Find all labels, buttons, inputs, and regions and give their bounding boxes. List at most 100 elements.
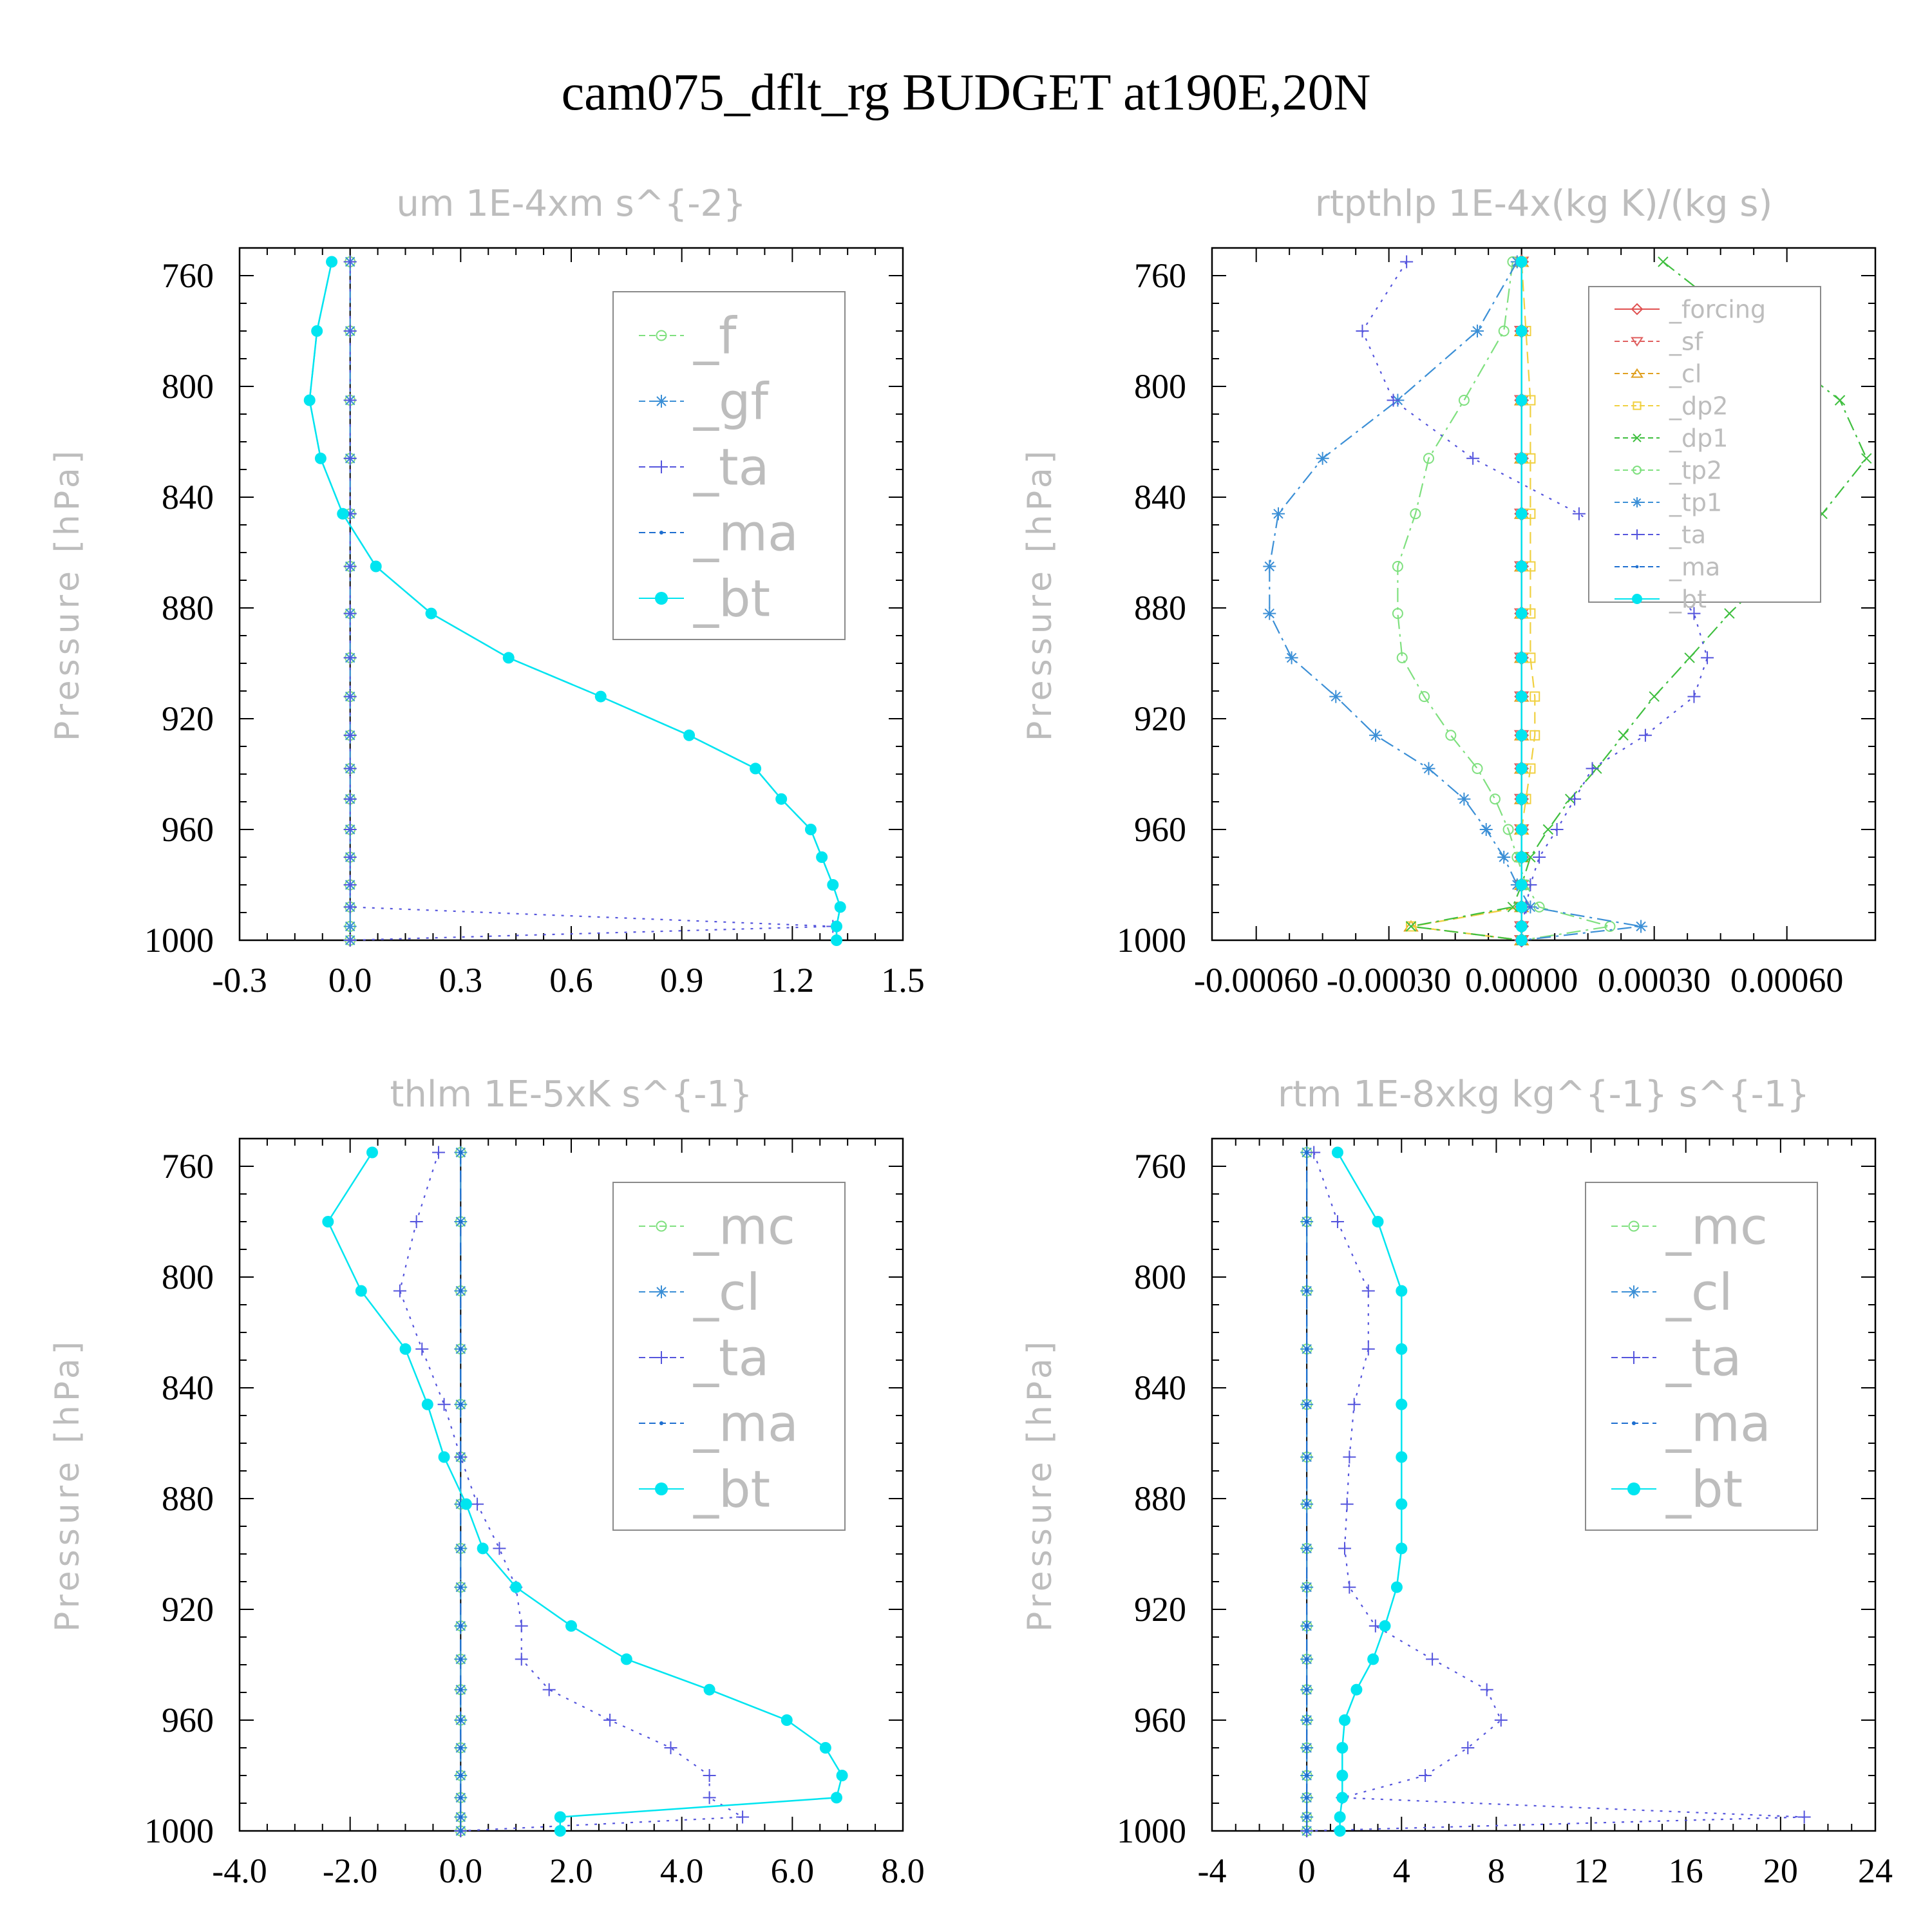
series-ta xyxy=(1356,255,1714,947)
data-point xyxy=(781,1714,793,1726)
x-tick-label: 8 xyxy=(1488,1852,1505,1890)
data-point xyxy=(471,1497,484,1511)
legend-swatch-marker xyxy=(1633,466,1642,475)
data-point xyxy=(1724,608,1735,619)
legend-swatch-marker xyxy=(1631,337,1643,347)
legend-entry: _bt xyxy=(639,1461,770,1519)
legend-entry: _ma xyxy=(639,504,799,562)
data-point xyxy=(343,393,357,407)
legend-swatch-marker xyxy=(655,592,668,605)
series-line xyxy=(1269,261,1642,942)
panel-title: rtm 1E-8xkg kg^{-1} s^{-1} xyxy=(1278,1074,1810,1115)
data-point xyxy=(314,452,327,464)
legend-entry: _ma xyxy=(1615,553,1720,581)
series-ma xyxy=(1305,1150,1309,1833)
y-tick-label: 1000 xyxy=(144,1812,214,1850)
legend-entry: _ta xyxy=(639,439,769,497)
data-point xyxy=(1687,690,1701,703)
data-point xyxy=(1515,560,1528,573)
legend-label: _bt xyxy=(1669,585,1707,613)
data-point xyxy=(460,1498,472,1510)
x-tick-label: 0.6 xyxy=(549,961,593,999)
x-tick-label: -4.0 xyxy=(212,1852,267,1890)
x-tick-label: -4 xyxy=(1198,1852,1227,1890)
data-point xyxy=(1515,920,1528,933)
data-point xyxy=(502,652,515,664)
x-tick-label: 12 xyxy=(1574,1852,1609,1890)
data-point xyxy=(459,1657,463,1662)
legend-label: _tp2 xyxy=(1669,456,1722,484)
data-point xyxy=(819,1742,831,1754)
data-point xyxy=(1515,824,1528,835)
series-bt xyxy=(322,1146,848,1837)
data-point xyxy=(459,1718,463,1722)
data-point xyxy=(1305,1585,1309,1589)
data-point xyxy=(1329,690,1343,703)
y-tick-label: 800 xyxy=(1134,1258,1186,1296)
data-point xyxy=(1305,1402,1309,1406)
data-point xyxy=(343,900,357,914)
data-point xyxy=(1834,395,1846,406)
data-point xyxy=(459,1774,463,1777)
data-point xyxy=(343,823,357,836)
data-point xyxy=(459,1150,463,1155)
legend-swatch-marker xyxy=(1631,368,1643,378)
legend-entry: _bt xyxy=(639,570,770,628)
data-point xyxy=(1533,851,1546,864)
data-point xyxy=(1305,1347,1309,1351)
legend-label: _dp2 xyxy=(1669,392,1728,420)
x-tick-label: 0.00030 xyxy=(1598,961,1711,999)
data-point xyxy=(834,901,846,913)
panel-4: rtm 1E-8xkg kg^{-1} s^{-1} Pressure [hPa]… xyxy=(1021,1074,1893,1890)
data-point xyxy=(322,1216,334,1227)
data-point xyxy=(1390,1581,1403,1593)
y-axis-label: Pressure [hPa] xyxy=(48,447,87,741)
panel-2: rtpthlp 1E-4x(kg K)/(kg s) Pressure [hPa]… xyxy=(1021,183,1877,999)
data-point xyxy=(1687,607,1701,620)
data-point xyxy=(620,1653,632,1665)
data-point xyxy=(603,1714,617,1727)
data-point xyxy=(370,560,382,573)
legend-label: _cl xyxy=(1665,1264,1733,1321)
series-cl xyxy=(1403,255,1530,945)
x-tick-label: 1.2 xyxy=(771,961,815,999)
legend-label: _bt xyxy=(1665,1461,1743,1519)
data-point xyxy=(1305,1829,1309,1833)
data-point xyxy=(1530,730,1540,741)
data-point xyxy=(1423,453,1434,464)
legend-swatch-marker xyxy=(1632,497,1642,507)
x-tick-label: 0.0 xyxy=(328,961,372,999)
data-point xyxy=(515,1619,528,1633)
legend-entry: _sf xyxy=(1615,327,1704,355)
series-dp2 xyxy=(1406,256,1540,945)
data-point xyxy=(343,920,357,933)
legend-label: _mc xyxy=(693,1198,795,1256)
data-point xyxy=(1515,325,1528,337)
data-point xyxy=(1343,1450,1356,1464)
legend-label: _ma xyxy=(1665,1395,1771,1453)
data-point xyxy=(410,1215,423,1228)
data-point xyxy=(1489,793,1501,805)
data-point xyxy=(1684,652,1695,663)
data-point xyxy=(1340,1497,1354,1511)
legend-entry: _gf xyxy=(639,373,770,431)
legend-swatch-marker xyxy=(659,1421,663,1425)
legend-label: _bt xyxy=(693,1461,770,1519)
data-point xyxy=(1396,1285,1408,1297)
legend-label: _sf xyxy=(1669,327,1704,355)
data-point xyxy=(459,1455,463,1459)
data-point xyxy=(1331,1146,1343,1159)
legend-swatch-marker xyxy=(656,1220,667,1232)
legend-swatch-marker xyxy=(1632,529,1642,540)
legend: _f _gf _ta _ma _bt xyxy=(612,291,846,640)
series-bt xyxy=(1515,256,1528,946)
legend-swatch-marker xyxy=(1632,594,1642,604)
data-point xyxy=(1343,1580,1356,1594)
data-point xyxy=(1497,851,1511,864)
legend-box xyxy=(612,291,846,640)
y-tick-label: 800 xyxy=(162,367,214,406)
data-point xyxy=(1372,1216,1384,1227)
legend-label: _forcing xyxy=(1669,295,1766,323)
data-point xyxy=(1701,651,1714,665)
legend-swatch-marker xyxy=(659,531,663,535)
